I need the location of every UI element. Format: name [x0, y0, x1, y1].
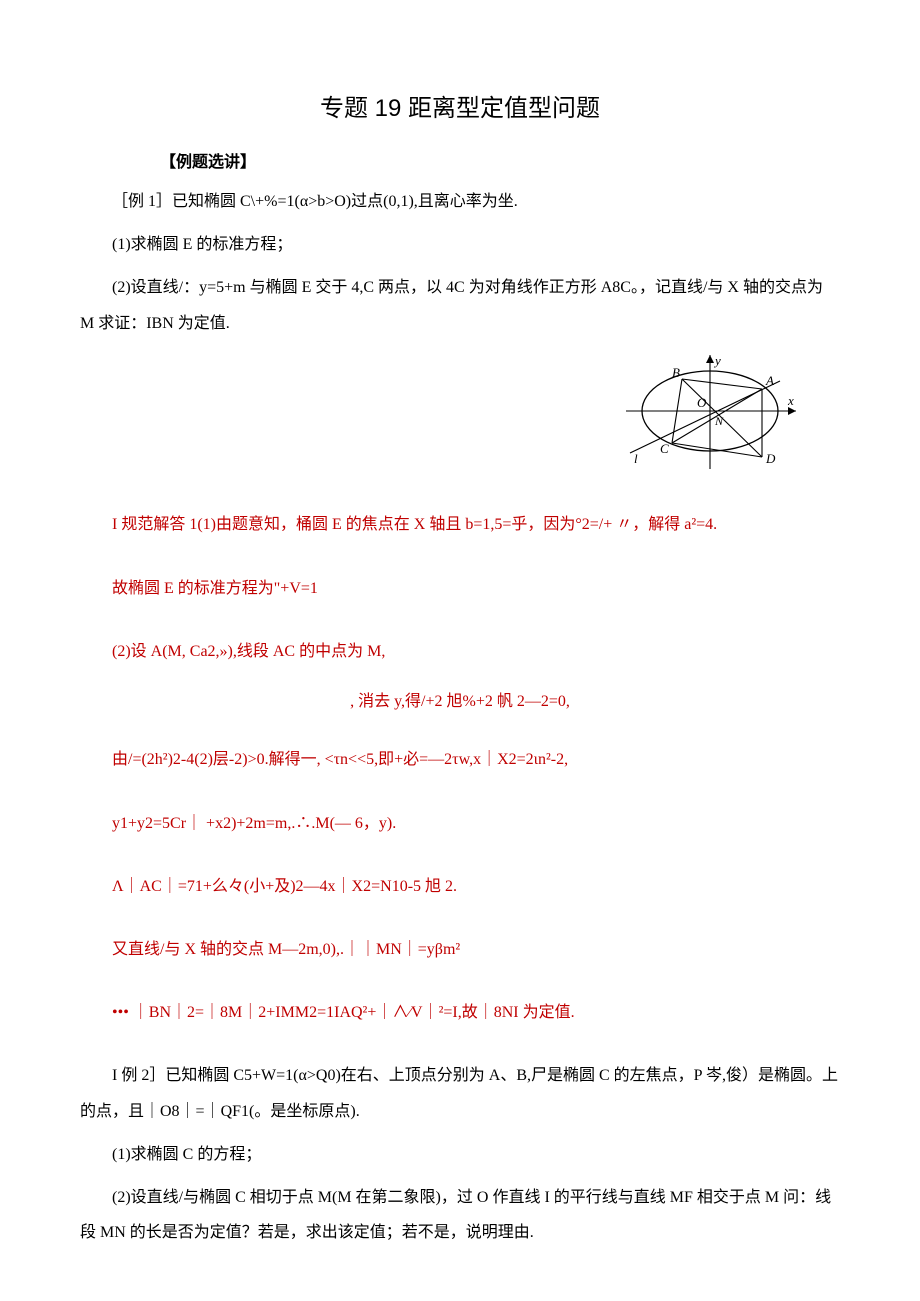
solution-line-8: ••• ｜BN｜2=｜8M｜2+IMM2=1IAQ²+｜∧∕V｜²=I,故｜8N… — [80, 995, 840, 1030]
label-y: y — [713, 353, 721, 368]
figure-container: y x O A B C D N l — [80, 351, 840, 490]
side-cd — [672, 443, 762, 457]
example1-q1: (1)求椭圆 E 的标准方程； — [80, 227, 840, 262]
example2-intro: I 例 2］已知椭圆 C5+W=1(α>Q0)在右、上顶点分别为 A、B,尸是椭… — [80, 1058, 840, 1128]
solution-centered: , 消去 y,得/+2 旭%+2 帆 2—2=0, — [80, 689, 840, 715]
label-C: C — [660, 441, 669, 456]
label-A: A — [765, 373, 774, 388]
example1-intro: ［例 1］已知椭圆 C\+%=1(α>b>O)过点(0,1),且离心率为坐. — [80, 184, 840, 219]
label-x: x — [787, 393, 794, 408]
solution-line-2: 故椭圆 E 的标准方程为"+V=1 — [80, 571, 840, 606]
sol8-pre: ••• ｜BN｜2=｜8M｜2+IMM2=1IAQ²+｜∧∕V｜²=I, — [112, 1004, 462, 1021]
section-heading: 【例题选讲】 — [160, 150, 840, 176]
solution-line-5: y1+y2=5Cr｜ +x2)+2m=m,.∴.M(— 6，y). — [80, 806, 840, 841]
solution-line-7: 又直线/与 X 轴的交点 M—2m,0),.｜｜MN｜=yβm² — [80, 932, 840, 967]
label-N: N — [714, 414, 724, 428]
page-title: 专题 19 距离型定值型问题 — [80, 90, 840, 128]
label-O: O — [697, 395, 707, 410]
label-l: l — [634, 451, 638, 466]
solution-line-3: (2)设 A(M, Ca2,»),线段 AC 的中点为 M, — [80, 634, 840, 669]
y-axis-arrow — [706, 355, 714, 363]
example2-q1: (1)求椭圆 C 的方程； — [80, 1137, 840, 1172]
sol8-post: 故｜8NI 为定值. — [462, 1004, 575, 1021]
label-D: D — [765, 451, 776, 466]
x-axis-arrow — [788, 407, 796, 415]
solution-line-6: Λ｜AC｜=71+么々(小+及)2—4x｜X2=N10-5 旭 2. — [80, 869, 840, 904]
example1-q2: (2)设直线/：y=5+m 与椭圆 E 交于 4,C 两点，以 4C 为对角线作… — [80, 270, 840, 340]
example2-q2: (2)设直线/与椭圆 C 相切于点 M(M 在第二象限)，过 O 作直线 I 的… — [80, 1180, 840, 1250]
label-B: B — [672, 365, 680, 380]
solution-line-1: I 规范解答 1(1)由题意知，桶圆 E 的焦点在 X 轴且 b=1,5=乎，因… — [80, 507, 840, 542]
solution-line-4: 由/=(2h²)2-4(2)层-2)>0.解得一, <τn<<5,即+必=—2τ… — [80, 742, 840, 777]
side-ba — [682, 379, 762, 389]
ellipse-figure: y x O A B C D N l — [620, 351, 800, 481]
